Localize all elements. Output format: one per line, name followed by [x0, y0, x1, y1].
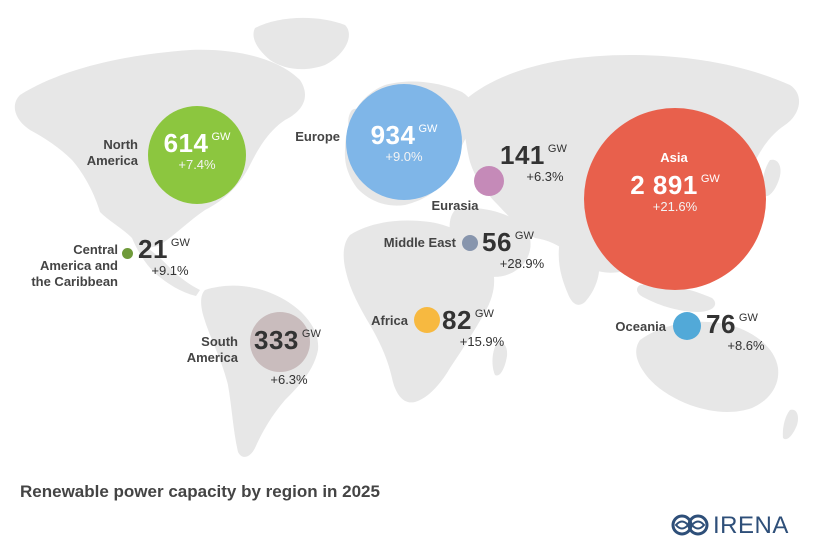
value-eurasia: 141 GW +6.3% — [500, 140, 590, 184]
value-eurasia-unit: GW — [547, 143, 567, 155]
value-europe-number: 934 — [370, 120, 416, 150]
greenland-land — [253, 17, 349, 70]
label-south-america: South America — [186, 334, 238, 365]
value-asia-number: 2 891 — [630, 170, 698, 200]
value-africa-change: +15.9% — [459, 334, 505, 349]
value-south-america: 333 GW — [254, 325, 344, 356]
chart-title: Renewable power capacity by region in 20… — [20, 482, 380, 501]
bubble-africa — [414, 307, 440, 333]
label-africa: Africa — [371, 313, 408, 328]
india-land — [558, 239, 600, 305]
value-eurasia-change: +6.3% — [526, 169, 564, 184]
label-europe: Europe — [295, 129, 340, 144]
value-south-america-number: 333 — [254, 325, 299, 355]
value-oceania: 76 GW +8.6% — [706, 309, 786, 353]
bubble-middle-east — [462, 235, 478, 251]
southeast-asia-land — [637, 284, 716, 312]
irena-logo-text: IRENA — [713, 512, 789, 539]
value-north-america-change: +7.4% — [178, 157, 216, 172]
value-central-america: 21 GW +9.1% — [138, 234, 202, 278]
value-europe: 934 GW +9.0% — [346, 120, 462, 164]
bubble-eurasia — [474, 166, 504, 196]
value-middle-east-change: +28.9% — [499, 256, 545, 271]
bubble-north-america — [148, 106, 246, 204]
value-europe-change: +9.0% — [385, 149, 423, 164]
australia-land — [636, 321, 779, 412]
value-oceania-number: 76 — [706, 309, 736, 339]
value-oceania-change: +8.6% — [727, 338, 765, 353]
value-north-america-number: 614 — [163, 128, 209, 158]
label-oceania: Oceania — [615, 319, 666, 334]
value-north-america-unit: GW — [211, 131, 231, 143]
value-central-america-unit: GW — [170, 237, 190, 249]
value-africa-number: 82 — [442, 305, 472, 335]
irena-logo-icon — [671, 514, 709, 536]
japan-land — [762, 159, 781, 197]
value-oceania-unit: GW — [738, 312, 758, 324]
value-africa-unit: GW — [474, 308, 494, 320]
world-map-area: North America 614 GW +7.4% Europe 934 GW +… — [14, 17, 800, 457]
value-africa: 82 GW +15.9% — [442, 305, 522, 349]
value-middle-east-unit: GW — [514, 230, 534, 242]
label-asia: Asia — [660, 150, 688, 165]
central-america-land — [132, 238, 200, 296]
value-south-america-unit: GW — [301, 328, 321, 340]
middle-east-land — [449, 208, 531, 277]
bubble-central-america — [122, 248, 133, 259]
label-north-america: North America — [86, 137, 138, 168]
value-asia-unit: GW — [700, 173, 720, 185]
bubble-oceania — [673, 312, 701, 340]
label-eurasia: Eurasia — [431, 198, 479, 213]
value-south-america-change-block: +6.3% — [250, 372, 328, 387]
bubble-asia — [584, 108, 766, 290]
bubble-europe — [346, 84, 462, 200]
value-middle-east: 56 GW +28.9% — [482, 227, 562, 271]
value-asia: 2 891 GW +21.6% — [584, 170, 766, 214]
value-central-america-number: 21 — [138, 234, 168, 264]
value-south-america-change: +6.3% — [270, 372, 308, 387]
label-middle-east: Middle East — [383, 235, 456, 250]
value-europe-unit: GW — [418, 123, 438, 135]
value-asia-change: +21.6% — [652, 199, 698, 214]
value-north-america: 614 GW +7.4% — [148, 128, 246, 172]
madagascar-land — [492, 343, 508, 376]
bubble-south-america — [250, 312, 310, 372]
new-zealand-land — [782, 409, 799, 440]
value-central-america-change: +9.1% — [151, 263, 189, 278]
value-eurasia-number: 141 — [500, 140, 545, 170]
value-middle-east-number: 56 — [482, 227, 512, 257]
label-central-america: Central America and the Caribbean — [31, 242, 118, 289]
